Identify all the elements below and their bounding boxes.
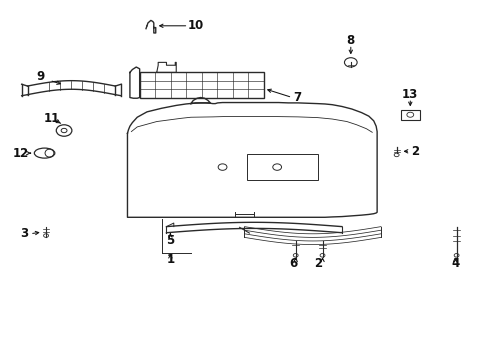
Text: 2: 2 bbox=[410, 145, 418, 158]
Text: 1: 1 bbox=[166, 253, 174, 266]
Text: 9: 9 bbox=[37, 70, 45, 83]
Text: 13: 13 bbox=[401, 88, 418, 101]
Text: 10: 10 bbox=[187, 19, 203, 32]
Bar bbox=[400, 110, 419, 120]
Bar bbox=[246, 154, 317, 180]
Text: 7: 7 bbox=[292, 91, 301, 104]
Text: 8: 8 bbox=[346, 34, 354, 48]
Text: 4: 4 bbox=[450, 257, 458, 270]
Text: 5: 5 bbox=[166, 234, 174, 247]
Text: 3: 3 bbox=[20, 227, 28, 240]
Bar bbox=[140, 72, 264, 98]
Text: 11: 11 bbox=[44, 112, 60, 125]
Text: 6: 6 bbox=[288, 257, 297, 270]
Text: 12: 12 bbox=[13, 147, 29, 159]
Text: 2: 2 bbox=[314, 257, 322, 270]
